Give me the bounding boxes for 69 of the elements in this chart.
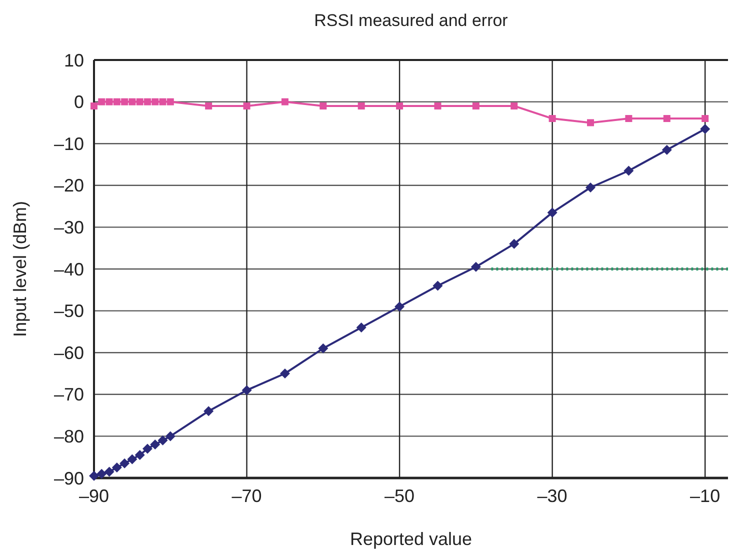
point (472, 102, 480, 110)
point (144, 98, 151, 106)
point (142, 444, 152, 454)
point (120, 458, 130, 468)
point (396, 102, 404, 110)
point (320, 102, 327, 110)
point (166, 98, 174, 106)
point (128, 98, 136, 106)
point (624, 166, 634, 176)
point (280, 368, 290, 378)
x-tick-label: –90 (78, 486, 110, 506)
y-tick-label: –30 (54, 218, 84, 238)
point (205, 102, 212, 110)
point (548, 115, 556, 122)
point (104, 466, 114, 477)
point (136, 98, 144, 106)
point (663, 115, 670, 122)
point (702, 115, 709, 122)
x-axis-title: Reported value (350, 529, 472, 549)
point (243, 102, 250, 110)
point (432, 280, 443, 291)
x-tick-label: –50 (384, 486, 415, 506)
point (89, 470, 99, 481)
point (586, 182, 596, 192)
point (470, 262, 481, 272)
point (281, 98, 288, 106)
point (625, 115, 632, 122)
point (356, 322, 366, 333)
y-tick-label: –10 (54, 134, 84, 154)
y-tick-label: –70 (54, 384, 84, 405)
y-tick-label: –90 (54, 468, 84, 488)
point (98, 98, 106, 106)
point (358, 102, 365, 110)
point (434, 102, 442, 110)
point (113, 98, 120, 106)
point (96, 468, 107, 479)
chart-title: RSSI measured and error (314, 11, 508, 30)
point (112, 462, 122, 473)
point (509, 238, 520, 249)
point (318, 343, 328, 354)
y-tick-label: –20 (54, 176, 84, 196)
y-tick-label: 0 (74, 92, 84, 112)
point (150, 440, 160, 450)
point (121, 98, 128, 106)
point (700, 124, 710, 134)
point (547, 208, 558, 218)
point (242, 385, 252, 396)
point (204, 406, 214, 416)
x-tick-label: –10 (690, 486, 720, 506)
point (394, 302, 405, 312)
point (127, 454, 138, 464)
point (134, 450, 145, 460)
y-tick-label: 10 (64, 50, 84, 70)
point (587, 119, 594, 126)
point (159, 98, 166, 106)
point (106, 98, 113, 106)
y-tick-label: –50 (54, 301, 84, 322)
y-axis-title: Input level (dBm) (10, 200, 30, 338)
y-tick-label: –40 (54, 259, 84, 280)
point (510, 102, 518, 110)
point (90, 102, 98, 110)
y-tick-label: –60 (54, 342, 84, 363)
x-tick-label: –70 (232, 486, 262, 506)
point (158, 435, 168, 446)
y-tick-label: –80 (54, 426, 84, 446)
x-tick-label: –30 (537, 486, 568, 506)
point (165, 431, 176, 442)
point (662, 144, 672, 155)
point (152, 98, 159, 106)
